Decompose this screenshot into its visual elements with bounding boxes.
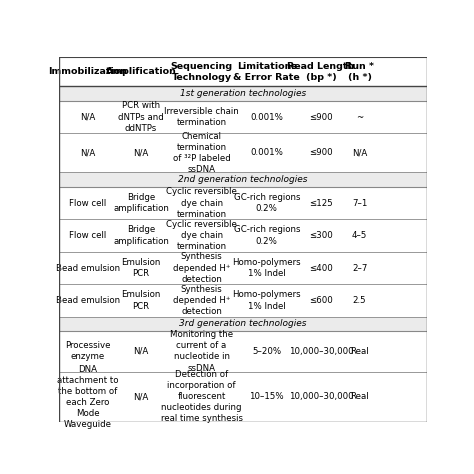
Text: ~: ~ — [356, 112, 363, 121]
Text: Homo-polymers
1% Indel: Homo-polymers 1% Indel — [232, 258, 301, 278]
Bar — [59, 219, 427, 252]
Text: Bridge
amplification: Bridge amplification — [113, 226, 169, 246]
Text: Real: Real — [350, 392, 369, 401]
Bar — [59, 331, 427, 372]
Bar — [59, 101, 427, 133]
Text: GC-rich regions
0.2%: GC-rich regions 0.2% — [234, 226, 300, 246]
Text: Immobilization: Immobilization — [48, 67, 127, 76]
Text: Monitoring the
current of a
nucleotide in
ssDNA: Monitoring the current of a nucleotide i… — [170, 330, 233, 373]
Text: DNA
attachment to
the bottom of
each Zero
Mode
Waveguide: DNA attachment to the bottom of each Zer… — [57, 365, 118, 429]
Text: ≤900: ≤900 — [309, 112, 333, 121]
Text: 3rd generation technologies: 3rd generation technologies — [179, 319, 307, 328]
Text: Run *
(h *): Run * (h *) — [345, 62, 374, 82]
Text: N/A: N/A — [133, 148, 149, 157]
Text: ≤600: ≤600 — [309, 296, 333, 305]
Text: ≤300: ≤300 — [309, 231, 333, 240]
Text: Bead emulsion: Bead emulsion — [55, 296, 120, 305]
Bar — [59, 57, 427, 86]
Text: 2.5: 2.5 — [353, 296, 366, 305]
Text: Emulsion
PCR: Emulsion PCR — [121, 258, 161, 278]
Text: 2nd generation technologies: 2nd generation technologies — [178, 175, 308, 184]
Text: 0.001%: 0.001% — [250, 148, 283, 157]
Bar — [59, 284, 427, 317]
Text: Chemical
termination
of ³²P labeled
ssDNA: Chemical termination of ³²P labeled ssDN… — [173, 132, 230, 174]
Text: PCR with
dNTPs and
ddNTPs: PCR with dNTPs and ddNTPs — [118, 101, 164, 133]
Text: Amplification: Amplification — [106, 67, 176, 76]
Text: Detection of
incorporation of
fluorescent
nucleotides during
real time synthesis: Detection of incorporation of fluorescen… — [161, 370, 243, 423]
Bar — [59, 317, 427, 331]
Bar — [59, 252, 427, 284]
Bar — [59, 372, 427, 422]
Text: 4–5: 4–5 — [352, 231, 367, 240]
Text: Synthesis
depended H⁺
detection: Synthesis depended H⁺ detection — [173, 253, 230, 283]
Text: Real: Real — [350, 347, 369, 356]
Text: ≤400: ≤400 — [309, 264, 333, 273]
Text: N/A: N/A — [133, 392, 149, 401]
Bar — [59, 133, 427, 173]
Text: 5–20%: 5–20% — [252, 347, 282, 356]
Text: 2–7: 2–7 — [352, 264, 367, 273]
Text: Flow cell: Flow cell — [69, 199, 106, 208]
Text: N/A: N/A — [133, 347, 149, 356]
Text: Read Length
(bp *): Read Length (bp *) — [287, 62, 355, 82]
Text: Synthesis
depended H⁺
detection: Synthesis depended H⁺ detection — [173, 285, 230, 316]
Text: 1st generation technologies: 1st generation technologies — [180, 89, 306, 98]
Text: Bead emulsion: Bead emulsion — [55, 264, 120, 273]
Text: ≤900: ≤900 — [309, 148, 333, 157]
Bar — [59, 173, 427, 187]
Bar — [59, 86, 427, 101]
Text: Bridge
amplification: Bridge amplification — [113, 193, 169, 213]
Text: N/A: N/A — [80, 148, 95, 157]
Text: Cyclic reversible
dye chain
termination: Cyclic reversible dye chain termination — [166, 220, 237, 251]
Text: Irreversible chain
termination: Irreversible chain termination — [164, 107, 239, 127]
Text: N/A: N/A — [352, 148, 367, 157]
Text: Limitations
& Error Rate: Limitations & Error Rate — [233, 62, 300, 82]
Text: 7–1: 7–1 — [352, 199, 367, 208]
Bar — [59, 187, 427, 219]
Text: GC-rich regions
0.2%: GC-rich regions 0.2% — [234, 193, 300, 213]
Text: Flow cell: Flow cell — [69, 231, 106, 240]
Text: 10,000–30,000: 10,000–30,000 — [289, 392, 353, 401]
Text: 10–15%: 10–15% — [249, 392, 284, 401]
Text: Cyclic reversible
dye chain
termination: Cyclic reversible dye chain termination — [166, 187, 237, 219]
Text: Emulsion
PCR: Emulsion PCR — [121, 291, 161, 310]
Text: N/A: N/A — [80, 112, 95, 121]
Text: 0.001%: 0.001% — [250, 112, 283, 121]
Text: 10,000–30,000: 10,000–30,000 — [289, 347, 353, 356]
Text: Sequencing
Technology: Sequencing Technology — [171, 62, 233, 82]
Text: Homo-polymers
1% Indel: Homo-polymers 1% Indel — [232, 291, 301, 310]
Text: Processive
enzyme: Processive enzyme — [65, 341, 110, 362]
Text: ≤125: ≤125 — [309, 199, 333, 208]
